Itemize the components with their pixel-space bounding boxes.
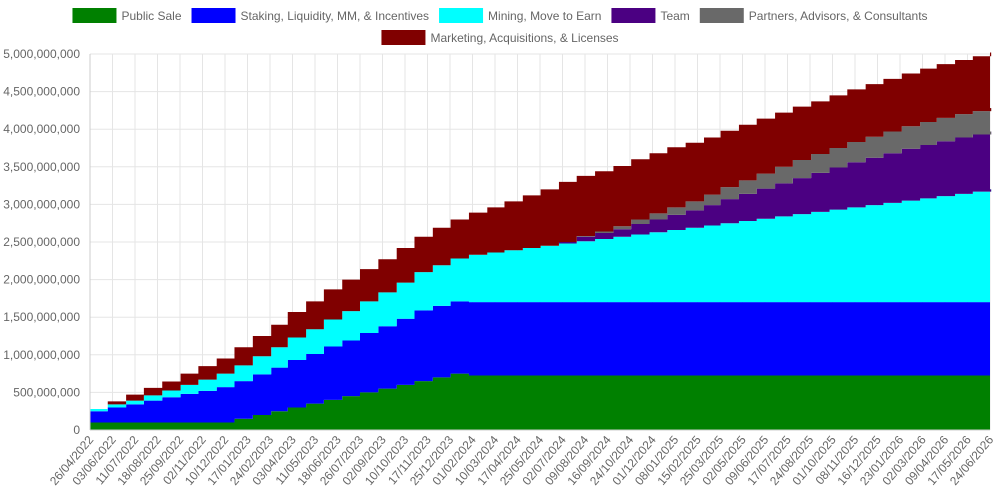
legend-label: Public Sale: [121, 9, 181, 23]
legend-swatch: [381, 30, 426, 45]
legend-label: Marketing, Acquisitions, & Licenses: [430, 31, 618, 45]
legend-swatch: [699, 8, 744, 23]
legend-item[interactable]: Public Sale: [72, 8, 182, 23]
legend-swatch: [72, 8, 117, 23]
area-series-team: [90, 131, 992, 409]
y-tick-label: 2,000,000,000: [3, 273, 80, 287]
legend-label: Team: [660, 9, 689, 23]
legend-item[interactable]: Team: [611, 8, 690, 23]
area-series-partners-advisors-consultants: [90, 108, 992, 409]
legend-swatch: [439, 8, 484, 23]
legend-item[interactable]: Partners, Advisors, & Consultants: [699, 8, 928, 23]
y-axis: 0 500,000,000 1,000,000,000 1,500,000,000 2,…: [3, 47, 91, 437]
y-tick-label: 4,500,000,000: [3, 85, 80, 99]
area-series-mining-move-to-earn: [90, 189, 992, 412]
area-series-public-sale: [90, 373, 992, 430]
legend-item[interactable]: Staking, Liquidity, MM, & Incentives: [191, 8, 430, 23]
legend-label: Partners, Advisors, & Consultants: [749, 9, 928, 23]
y-tick-label: 4,000,000,000: [3, 122, 80, 136]
y-tick-label: 5,000,000,000: [3, 47, 80, 61]
y-tick-label: 1,000,000,000: [3, 348, 80, 362]
legend: Public Sale Staking, Liquidity, MM, & Inc…: [72, 8, 928, 45]
y-tick-label: 0: [73, 423, 80, 437]
legend-swatch: [611, 8, 656, 23]
legend-item[interactable]: Marketing, Acquisitions, & Licenses: [381, 30, 619, 45]
y-tick-label: 1,500,000,000: [3, 310, 80, 324]
plot-areas: [90, 52, 992, 430]
legend-item[interactable]: Mining, Move to Earn: [439, 8, 601, 23]
area-series-staking-liquidity-mm-incentives: [90, 301, 992, 423]
y-tick-label: 2,500,000,000: [3, 235, 80, 249]
x-axis: 26/04/202203/06/202211/07/202218/08/2022…: [47, 429, 997, 488]
y-tick-label: 500,000,000: [13, 385, 80, 399]
legend-label: Mining, Move to Earn: [488, 9, 601, 23]
legend-label: Staking, Liquidity, MM, & Incentives: [241, 9, 430, 23]
legend-swatch: [191, 8, 236, 23]
area-series-marketing-acquisitions-licenses: [90, 52, 992, 409]
y-tick-label: 3,500,000,000: [3, 160, 80, 174]
y-tick-label: 3,000,000,000: [3, 197, 80, 211]
